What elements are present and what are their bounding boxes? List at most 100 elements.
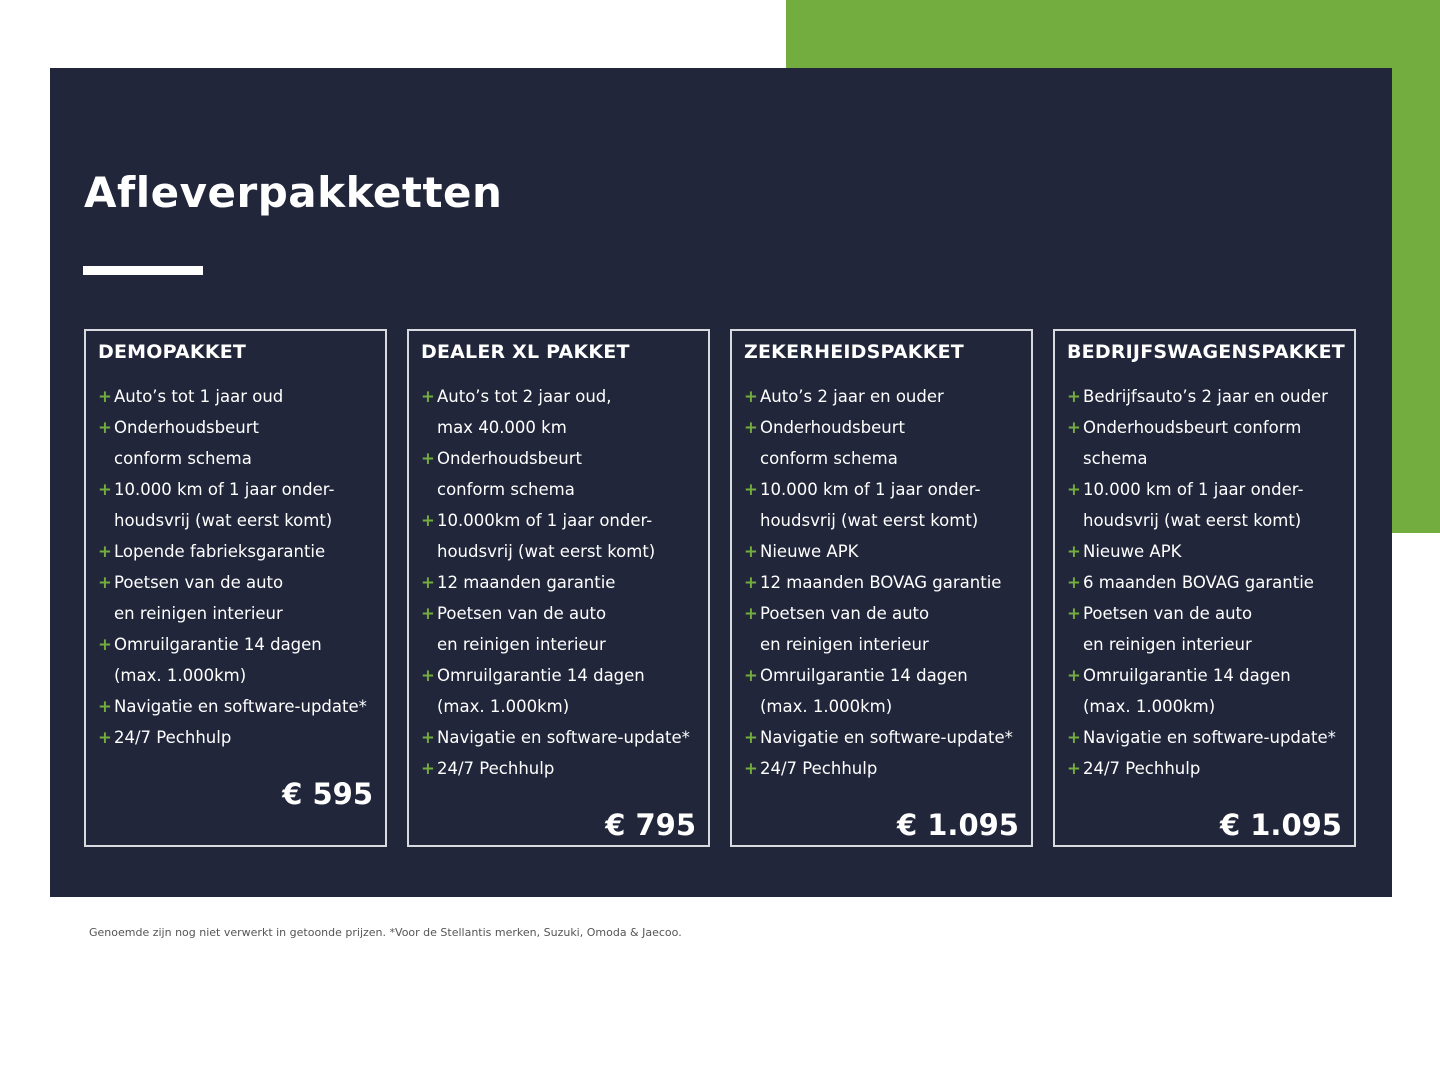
plus-icon: +: [1067, 666, 1081, 685]
feature-item: + Navigatie en software-update*: [98, 691, 377, 722]
package-name: ZEKERHEIDSPAKKET: [744, 341, 964, 363]
feature-text: Onderhoudsbeurt conform schema: [1083, 418, 1302, 468]
feature-text: 24/7 Pechhulp: [1083, 759, 1201, 778]
plus-icon: +: [744, 418, 758, 437]
feature-list: + Bedrijfsauto’s 2 jaar en ouder + Onderhou…: [1067, 381, 1346, 784]
feature-item: + Omruilgarantie 14 dagen (max. 1.000km): [1067, 660, 1346, 722]
feature-item: + Onderhoudsbeurt conform schema: [744, 412, 1023, 474]
feature-list: + Auto’s tot 2 jaar oud, max 40.000 km + On…: [421, 381, 700, 784]
plus-icon: +: [98, 573, 112, 592]
package-card: DEMOPAKKET + Auto’s tot 1 jaar oud + Onderho…: [84, 329, 387, 847]
feature-text: Bedrijfsauto’s 2 jaar en ouder: [1083, 387, 1328, 406]
feature-item: + Navigatie en software-update*: [421, 722, 700, 753]
feature-item: + Onderhoudsbeurt conform schema: [421, 443, 700, 505]
plus-icon: +: [421, 604, 435, 623]
feature-text: Onderhoudsbeurt conform schema: [760, 418, 905, 468]
plus-icon: +: [98, 697, 112, 716]
feature-text: 24/7 Pechhulp: [760, 759, 878, 778]
feature-item: +24/7 Pechhulp: [98, 722, 377, 753]
plus-icon: +: [1067, 759, 1081, 778]
feature-text: Nieuwe APK: [760, 542, 859, 561]
feature-text: Auto’s 2 jaar en ouder: [760, 387, 944, 406]
plus-icon: +: [1067, 604, 1081, 623]
plus-icon: +: [421, 759, 435, 778]
feature-list: + Auto’s tot 1 jaar oud + Onderhoudsbeurt c…: [98, 381, 377, 753]
feature-item: + Nieuwe APK: [1067, 536, 1346, 567]
feature-text: Navigatie en software-update*: [1083, 728, 1336, 747]
footnote: Genoemde zijn nog niet verwerkt in getoo…: [89, 926, 682, 939]
feature-item: + Auto’s 2 jaar en ouder: [744, 381, 1023, 412]
feature-item: + Nieuwe APK: [744, 536, 1023, 567]
feature-item: +6 maanden BOVAG garantie: [1067, 567, 1346, 598]
feature-item: + Poetsen van de auto en reinigen interie…: [98, 567, 377, 629]
feature-item: + Bedrijfsauto’s 2 jaar en ouder: [1067, 381, 1346, 412]
feature-text: Poetsen van de auto en reinigen interieu…: [437, 604, 607, 654]
feature-text: Poetsen van de auto en reinigen interieu…: [760, 604, 930, 654]
plus-icon: +: [98, 635, 112, 654]
plus-icon: +: [98, 480, 112, 499]
feature-item: +10.000 km of 1 jaar onder- houdsvrij (w…: [1067, 474, 1346, 536]
plus-icon: +: [1067, 573, 1081, 592]
plus-icon: +: [1067, 728, 1081, 747]
feature-text: Poetsen van de auto en reinigen interieu…: [114, 573, 284, 623]
page-title: Afleverpakketten: [84, 168, 503, 217]
feature-item: +10.000km of 1 jaar onder- houdsvrij (wa…: [421, 505, 700, 567]
plus-icon: +: [744, 387, 758, 406]
feature-item: + Auto’s tot 2 jaar oud, max 40.000 km: [421, 381, 700, 443]
feature-text: Auto’s tot 1 jaar oud: [114, 387, 284, 406]
feature-text: 10.000km of 1 jaar onder- houdsvrij (wat…: [437, 511, 656, 561]
feature-text: 12 maanden BOVAG garantie: [760, 573, 1002, 592]
feature-text: Omruilgarantie 14 dagen (max. 1.000km): [1083, 666, 1291, 716]
feature-item: + Poetsen van de auto en reinigen interie…: [1067, 598, 1346, 660]
plus-icon: +: [744, 666, 758, 685]
feature-text: 6 maanden BOVAG garantie: [1083, 573, 1314, 592]
package-price: € 795: [605, 808, 696, 842]
feature-item: + Navigatie en software-update*: [1067, 722, 1346, 753]
package-card: ZEKERHEIDSPAKKET + Auto’s 2 jaar en ouder +…: [730, 329, 1033, 847]
plus-icon: +: [744, 728, 758, 747]
plus-icon: +: [744, 542, 758, 561]
plus-icon: +: [98, 542, 112, 561]
plus-icon: +: [98, 418, 112, 437]
plus-icon: +: [421, 573, 435, 592]
package-card: DEALER XL PAKKET + Auto’s tot 2 jaar oud, …: [407, 329, 710, 847]
feature-text: Navigatie en software-update*: [437, 728, 690, 747]
plus-icon: +: [744, 759, 758, 778]
feature-item: +10.000 km of 1 jaar onder- houdsvrij (w…: [744, 474, 1023, 536]
plus-icon: +: [421, 728, 435, 747]
feature-text: Omruilgarantie 14 dagen (max. 1.000km): [114, 635, 322, 685]
feature-item: + Omruilgarantie 14 dagen (max. 1.000km): [421, 660, 700, 722]
feature-item: +10.000 km of 1 jaar onder- houdsvrij (w…: [98, 474, 377, 536]
feature-item: +24/7 Pechhulp: [421, 753, 700, 784]
package-card: BEDRIJFSWAGENSPAKKET + Bedrijfsauto’s 2 ja…: [1053, 329, 1356, 847]
plus-icon: +: [1067, 542, 1081, 561]
feature-list: + Auto’s 2 jaar en ouder + Onderhoudsbeurt …: [744, 381, 1023, 784]
package-name: DEMOPAKKET: [98, 341, 247, 363]
feature-item: + Onderhoudsbeurt conform schema: [1067, 412, 1346, 474]
feature-text: Onderhoudsbeurt conform schema: [114, 418, 259, 468]
feature-text: Poetsen van de auto en reinigen interieu…: [1083, 604, 1253, 654]
package-price: € 595: [282, 777, 373, 811]
plus-icon: +: [421, 666, 435, 685]
package-price: € 1.095: [896, 808, 1019, 842]
plus-icon: +: [421, 449, 435, 468]
feature-text: 24/7 Pechhulp: [437, 759, 555, 778]
plus-icon: +: [98, 387, 112, 406]
feature-text: 10.000 km of 1 jaar onder- houdsvrij (wa…: [114, 480, 335, 530]
plus-icon: +: [744, 604, 758, 623]
plus-icon: +: [744, 480, 758, 499]
feature-text: Navigatie en software-update*: [760, 728, 1013, 747]
feature-text: Lopende fabrieksgarantie: [114, 542, 326, 561]
feature-item: + Navigatie en software-update*: [744, 722, 1023, 753]
feature-text: Navigatie en software-update*: [114, 697, 367, 716]
packages-panel: [50, 68, 1392, 897]
feature-text: Nieuwe APK: [1083, 542, 1182, 561]
feature-item: +24/7 Pechhulp: [744, 753, 1023, 784]
feature-text: Auto’s tot 2 jaar oud, max 40.000 km: [437, 387, 612, 437]
feature-item: +12 maanden BOVAG garantie: [744, 567, 1023, 598]
feature-text: 10.000 km of 1 jaar onder- houdsvrij (wa…: [1083, 480, 1304, 530]
plus-icon: +: [421, 387, 435, 406]
feature-item: + Omruilgarantie 14 dagen (max. 1.000km): [98, 629, 377, 691]
feature-text: Onderhoudsbeurt conform schema: [437, 449, 582, 499]
feature-item: + Poetsen van de auto en reinigen interie…: [744, 598, 1023, 660]
